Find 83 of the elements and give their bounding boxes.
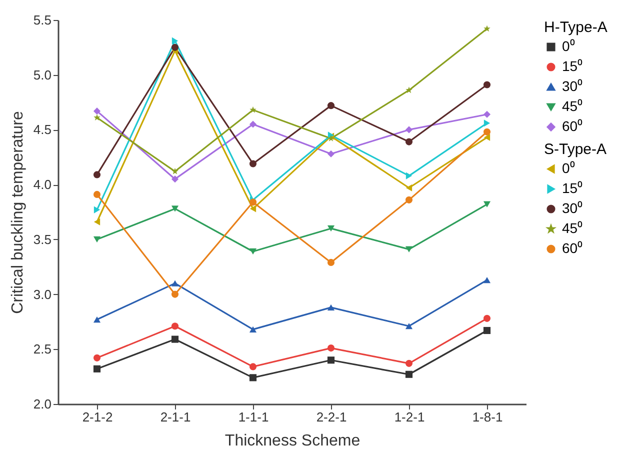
point xyxy=(94,218,100,226)
point xyxy=(405,323,413,330)
point xyxy=(171,44,179,51)
point xyxy=(327,258,335,266)
point xyxy=(483,81,491,88)
point xyxy=(483,276,491,284)
point xyxy=(483,326,491,334)
x-tick-label: 2-2-1 xyxy=(316,410,347,424)
legend-label: 60⁰ xyxy=(562,118,583,134)
x-tick-label: 2-1-2 xyxy=(82,410,113,424)
y-tick-label: 2.0 xyxy=(33,396,52,412)
point xyxy=(171,290,179,298)
point xyxy=(93,236,101,242)
legend-label: 45⁰ xyxy=(562,220,583,236)
point xyxy=(483,314,491,322)
y-tick-label: 4.0 xyxy=(33,177,52,192)
point xyxy=(405,370,413,378)
point xyxy=(249,160,257,168)
legend-label: 15⁰ xyxy=(562,58,583,74)
point xyxy=(249,326,257,332)
legend-label: 30⁰ xyxy=(562,78,583,94)
y-tick-label: 3.0 xyxy=(33,286,52,302)
point xyxy=(249,374,257,382)
point xyxy=(327,356,335,364)
legend-label: 15⁰ xyxy=(562,180,583,196)
point xyxy=(249,248,257,255)
point xyxy=(93,108,101,115)
y-axis-title: Critical buckling temperature xyxy=(9,111,26,314)
text: H-Type-A xyxy=(544,19,608,36)
point xyxy=(93,316,101,323)
point xyxy=(93,354,101,362)
x-tick-label: 1-8-1 xyxy=(472,410,503,424)
y-tick-label: 5.5 xyxy=(33,12,52,28)
point xyxy=(94,206,100,214)
y-tick-label: 4.5 xyxy=(33,122,52,138)
x-axis-title: Thickness Scheme xyxy=(224,432,360,450)
point xyxy=(406,172,412,180)
legend-label: 45⁰ xyxy=(562,98,583,114)
point xyxy=(171,176,179,183)
point xyxy=(405,196,413,204)
x-tick-label: 1-1-1 xyxy=(238,410,269,424)
point xyxy=(93,190,101,198)
point xyxy=(406,184,412,192)
point xyxy=(405,246,413,252)
point xyxy=(171,206,179,212)
point xyxy=(405,138,413,146)
point xyxy=(249,120,257,128)
legend-label: 30⁰ xyxy=(562,200,583,216)
point xyxy=(93,171,101,178)
point xyxy=(405,126,413,134)
y-tick-label: 3.5 xyxy=(33,232,52,247)
point xyxy=(250,205,256,212)
point xyxy=(171,322,179,330)
x-tick-label: 2-1-1 xyxy=(160,410,191,424)
text: S-Type-A xyxy=(544,141,607,158)
point xyxy=(327,150,335,158)
point xyxy=(172,37,178,44)
point xyxy=(483,110,491,118)
point xyxy=(171,336,179,343)
point xyxy=(327,225,335,232)
point xyxy=(484,25,490,32)
point xyxy=(327,304,335,311)
point xyxy=(249,363,257,370)
point xyxy=(484,120,490,127)
point xyxy=(406,86,412,94)
x-tick-label: 1-2-1 xyxy=(394,410,425,424)
point xyxy=(405,360,413,367)
point xyxy=(483,128,491,136)
point xyxy=(484,134,490,141)
point xyxy=(250,106,256,113)
y-tick-label: 5.0 xyxy=(33,67,52,82)
legend-label: 0⁰ xyxy=(562,38,575,54)
point xyxy=(93,365,101,372)
legend-label: 0⁰ xyxy=(562,160,575,176)
point xyxy=(94,114,100,121)
point xyxy=(327,102,335,110)
point xyxy=(171,280,179,286)
y-tick-label: 2.5 xyxy=(33,342,52,357)
point xyxy=(483,201,491,208)
point xyxy=(172,168,178,174)
legend-label: 60⁰ xyxy=(562,240,583,256)
point xyxy=(249,198,257,206)
point xyxy=(327,344,335,352)
